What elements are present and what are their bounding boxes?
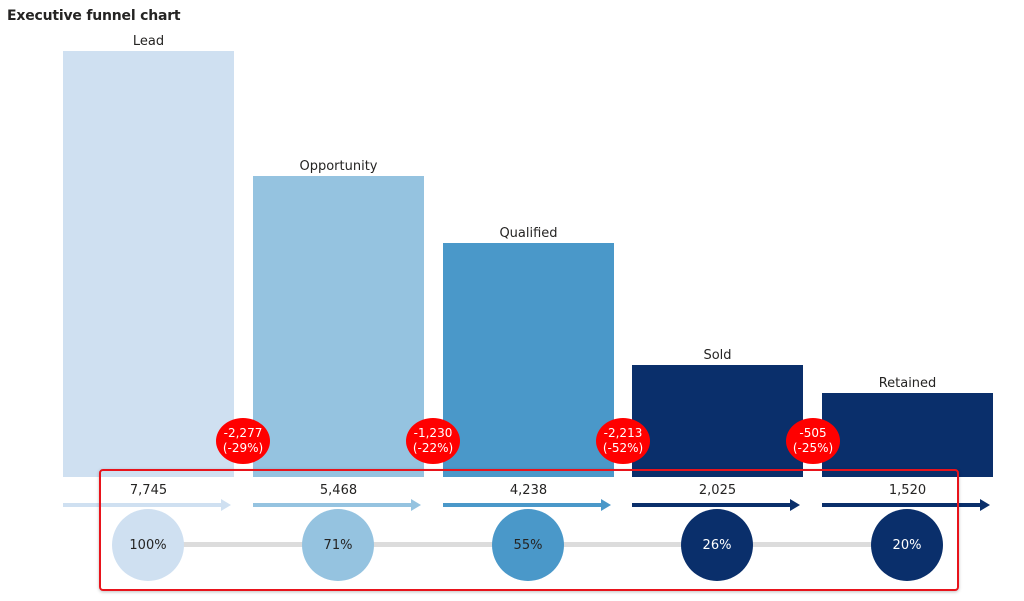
bar-label-qualified: Qualified	[499, 226, 558, 241]
bar-label-sold: Sold	[703, 348, 732, 363]
drop-badge-sold-retained: -505 (-25%)	[786, 418, 840, 464]
percent-circle-sold: 26%	[681, 509, 753, 581]
drop-badge-lead-opportunity: -2,277 (-29%)	[216, 418, 270, 464]
percent-circle-retained: 20%	[871, 509, 943, 581]
bar-opportunity[interactable]	[253, 176, 424, 477]
chart-title: Executive funnel chart	[7, 8, 181, 24]
bar-sold[interactable]	[632, 365, 803, 477]
bar-lead[interactable]	[63, 51, 234, 477]
value-label-opportunity: 5,468	[319, 483, 358, 498]
drop-delta: -1,230	[413, 426, 453, 440]
percent-value: 71%	[323, 537, 353, 553]
percent-value: 20%	[892, 537, 922, 553]
percent-circle-opportunity: 71%	[302, 509, 374, 581]
bar-label-lead: Lead	[132, 34, 165, 49]
value-label-lead: 7,745	[129, 483, 168, 498]
percent-circle-lead: 100%	[112, 509, 184, 581]
bar-retained[interactable]	[822, 393, 993, 477]
drop-badge-qualified-sold: -2,213 (-52%)	[596, 418, 650, 464]
arrow-right-icon	[63, 499, 231, 511]
drop-percent: (-25%)	[792, 441, 834, 455]
drop-percent: (-22%)	[412, 441, 454, 455]
bar-label-opportunity: Opportunity	[299, 159, 378, 174]
drop-badge-opportunity-qualified: -1,230 (-22%)	[406, 418, 460, 464]
arrow-right-icon	[822, 499, 990, 511]
bar-qualified[interactable]	[443, 243, 614, 477]
drop-delta: -505	[799, 426, 827, 440]
drop-delta: -2,213	[603, 426, 643, 440]
value-label-sold: 2,025	[698, 483, 737, 498]
percent-value: 26%	[702, 537, 732, 553]
arrow-right-icon	[443, 499, 611, 511]
percent-value: 100%	[129, 537, 167, 553]
percent-circle-qualified: 55%	[492, 509, 564, 581]
arrow-right-icon	[632, 499, 800, 511]
bar-label-retained: Retained	[878, 376, 937, 391]
value-label-qualified: 4,238	[509, 483, 548, 498]
arrow-right-icon	[253, 499, 421, 511]
drop-percent: (-29%)	[222, 441, 264, 455]
drop-delta: -2,277	[223, 426, 263, 440]
drop-percent: (-52%)	[602, 441, 644, 455]
value-label-retained: 1,520	[888, 483, 927, 498]
percent-value: 55%	[513, 537, 543, 553]
